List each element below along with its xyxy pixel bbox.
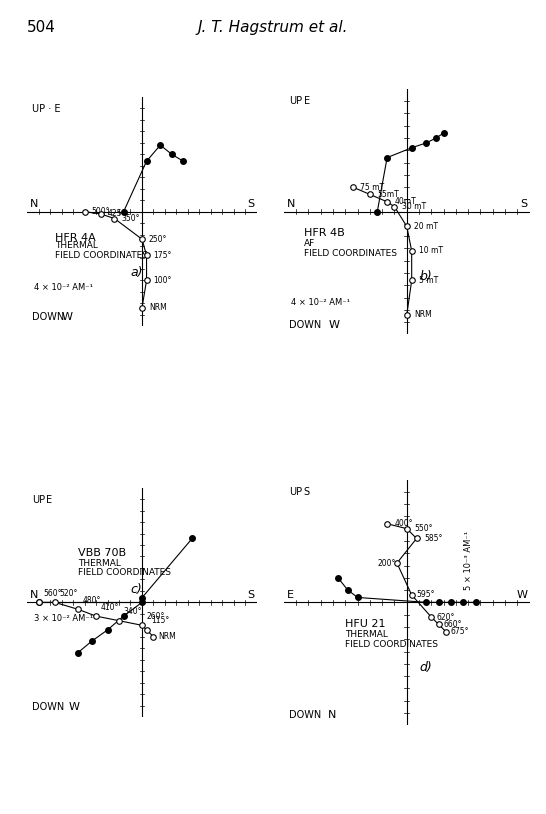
Text: N: N (286, 199, 295, 209)
Text: 425°: 425° (108, 209, 126, 218)
Text: W: W (69, 702, 80, 712)
Text: 480°: 480° (82, 596, 100, 605)
Text: 620°: 620° (436, 613, 455, 622)
Text: UP: UP (289, 487, 302, 497)
Text: 550°: 550° (414, 524, 432, 533)
Text: HFU 21: HFU 21 (346, 619, 386, 629)
Text: VBB 70B: VBB 70B (78, 549, 126, 558)
Text: DOWN: DOWN (32, 702, 64, 712)
Text: 200°: 200° (377, 558, 396, 567)
Text: NRM: NRM (158, 632, 176, 641)
Text: 660°: 660° (443, 620, 462, 629)
Text: 585°: 585° (424, 534, 442, 543)
Text: 520°: 520° (60, 589, 78, 597)
Text: 3 × 10⁻² AM⁻¹: 3 × 10⁻² AM⁻¹ (34, 614, 93, 623)
Text: a): a) (130, 266, 143, 279)
Text: 10 mT: 10 mT (419, 247, 443, 256)
Text: N: N (29, 199, 38, 209)
Text: 5 mT: 5 mT (419, 276, 438, 285)
Text: S: S (247, 199, 254, 209)
Text: 675°: 675° (451, 628, 470, 637)
Text: 595°: 595° (417, 590, 435, 599)
Text: b): b) (419, 270, 432, 283)
Text: N: N (29, 590, 38, 600)
Text: S: S (520, 199, 527, 209)
Text: E: E (304, 96, 310, 106)
Text: N: N (328, 711, 336, 720)
Text: 4 × 10⁻² AM⁻¹: 4 × 10⁻² AM⁻¹ (34, 282, 93, 291)
Text: W: W (62, 312, 73, 322)
Text: 75 mT: 75 mT (360, 182, 384, 191)
Text: FIELD COORDINATES: FIELD COORDINATES (346, 640, 438, 649)
Text: 400°: 400° (394, 519, 413, 528)
Text: 20 mT: 20 mT (414, 222, 438, 231)
Text: 30 mT: 30 mT (402, 202, 426, 211)
Text: 5 × 10⁻³ AM⁻¹: 5 × 10⁻³ AM⁻¹ (464, 531, 473, 590)
Text: 350°: 350° (121, 214, 140, 223)
Text: 40mT: 40mT (394, 197, 416, 206)
Text: E: E (46, 495, 52, 505)
Text: c): c) (130, 583, 143, 596)
Text: W: W (328, 320, 339, 330)
Text: 504: 504 (27, 20, 56, 35)
Text: S: S (247, 590, 254, 600)
Text: J. T. Hagstrum et al.: J. T. Hagstrum et al. (198, 20, 348, 35)
Text: NRM: NRM (149, 304, 167, 313)
Text: S: S (304, 487, 310, 497)
Text: 100°: 100° (153, 276, 172, 285)
Text: NRM: NRM (414, 310, 432, 319)
Text: HFR 4A: HFR 4A (55, 234, 96, 243)
Text: FIELD COORDINATES: FIELD COORDINATES (55, 251, 148, 260)
Text: HFR 4B: HFR 4B (304, 228, 345, 239)
Text: 4 × 10⁻² AM⁻¹: 4 × 10⁻² AM⁻¹ (292, 298, 351, 307)
Text: THERMAL: THERMAL (78, 558, 121, 567)
Text: AF: AF (304, 239, 315, 248)
Text: THERMAL: THERMAL (55, 241, 98, 251)
Text: 55mT: 55mT (377, 190, 399, 199)
Text: E: E (286, 590, 293, 600)
Text: d): d) (419, 661, 432, 674)
Text: 500°: 500° (92, 207, 110, 217)
Text: 175°: 175° (153, 251, 172, 260)
Text: FIELD COORDINATES: FIELD COORDINATES (304, 249, 396, 258)
Text: DOWN: DOWN (289, 320, 321, 330)
Text: 410°: 410° (100, 602, 119, 611)
Text: UP: UP (32, 495, 45, 505)
Text: UP: UP (289, 96, 302, 106)
Text: W: W (516, 590, 527, 600)
Text: FIELD COORDINATES: FIELD COORDINATES (78, 568, 171, 577)
Text: 340°: 340° (123, 607, 142, 616)
Text: THERMAL: THERMAL (346, 630, 388, 639)
Text: DOWN: DOWN (289, 711, 321, 720)
Text: 560°: 560° (43, 589, 62, 597)
Text: 250°: 250° (149, 234, 167, 243)
Text: 260°: 260° (146, 611, 165, 621)
Text: 115°: 115° (151, 616, 169, 625)
Text: DOWN: DOWN (32, 312, 64, 322)
Text: UP · E: UP · E (32, 104, 61, 114)
